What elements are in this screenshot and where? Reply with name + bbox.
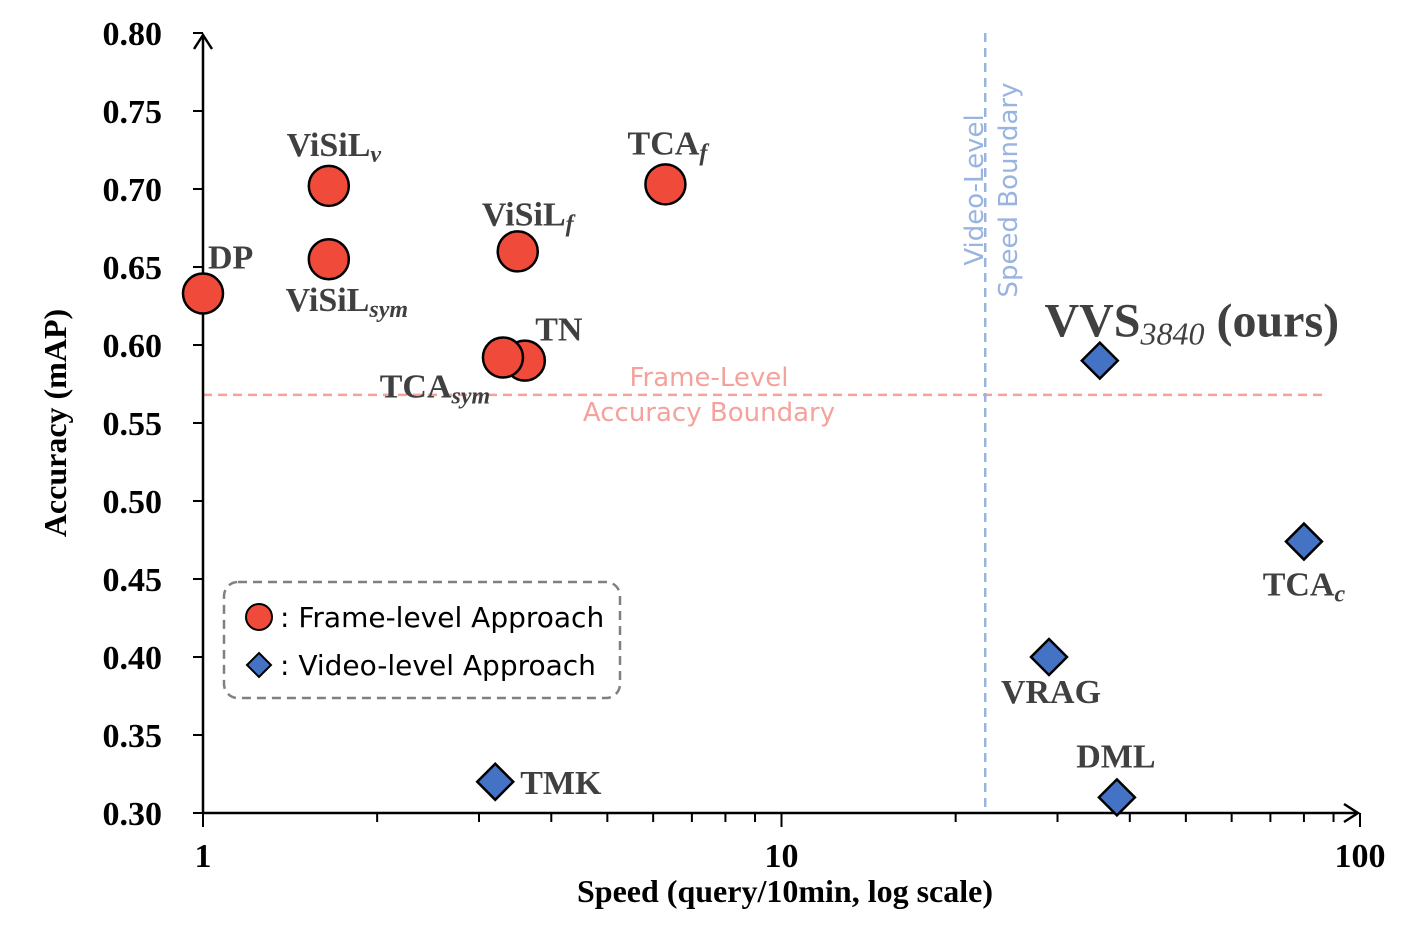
label-main-text: ViSiL [287, 127, 371, 164]
y-tick-label: 0.35 [103, 718, 163, 755]
label-tmk: TMK [520, 765, 602, 802]
y-tick-label: 0.60 [103, 328, 163, 365]
legend-box [222, 580, 622, 700]
label-subscript: 3840 [1139, 316, 1204, 352]
label-main-text: VRAG [1001, 674, 1101, 711]
x-axis-title: Speed (query/10min, log scale) [577, 873, 993, 909]
point-tca-c [1284, 521, 1324, 562]
label-subscript: sym [368, 297, 408, 323]
y-tick-label: 0.30 [103, 796, 163, 833]
legend: : Frame-level Approach : Video-level Appr… [222, 580, 622, 700]
label-main-text: DML [1076, 738, 1155, 775]
label-main-text: ViSiL [286, 282, 370, 319]
label-main-text: DP [208, 240, 253, 277]
point-tca-f [644, 163, 687, 206]
x-tick-label: 1 [195, 838, 212, 875]
point-dp [181, 272, 225, 315]
y-tick-label: 0.55 [103, 406, 163, 443]
x-axis-arrow [1343, 802, 1361, 824]
label-visil-f: ViSiLf [482, 196, 576, 237]
video-boundary-label-line-2: Speed Boundary [994, 83, 1024, 298]
legend-label: : Video-level Approach [280, 649, 596, 682]
label-subscript: f [566, 211, 576, 237]
legend-label: : Frame-level Approach [280, 601, 604, 634]
label-subscript: sym [451, 383, 491, 409]
label-dml: DML [1076, 738, 1155, 775]
x-tick-label: 100 [1335, 838, 1386, 875]
boundary-lines: Frame-Level Accuracy Boundary Video-Level S… [203, 33, 1325, 813]
video-boundary-label-line-1: Video-Level [960, 114, 990, 265]
label-subscript: f [699, 140, 709, 166]
label-vrag: VRAG [1001, 674, 1101, 711]
x-tick-label: 10 [765, 838, 799, 875]
y-tick-label: 0.70 [103, 172, 163, 209]
frame-boundary-label-line-2: Accuracy Boundary [583, 398, 835, 428]
label-visil-v: ViSiLv [287, 127, 382, 168]
point-visil-f [496, 230, 539, 273]
data-points [181, 163, 1324, 818]
label-tca-sym: TCAsym [380, 368, 490, 409]
point-visil-sym [307, 237, 351, 281]
label-main-text: VVS [1044, 295, 1140, 348]
point-vvs-3840 [1080, 340, 1120, 381]
point-dml [1097, 777, 1137, 818]
point-vrag [1029, 637, 1069, 677]
point-tmk [475, 762, 515, 802]
legend-diamond-icon [245, 651, 273, 679]
label-main-text: TCA [628, 125, 700, 162]
point-labels: DPViSiLvViSiLsymViSiLfTCAfTNTCAsymVVS384… [208, 125, 1346, 801]
y-tick-label: 0.80 [103, 16, 163, 53]
label-suffix: (ours) [1204, 295, 1339, 348]
label-main-text: TCA [1263, 567, 1335, 604]
label-main-text: TCA [380, 368, 452, 405]
y-axis-title: Accuracy (mAP) [37, 309, 73, 537]
y-tick-label: 0.75 [103, 94, 163, 131]
axes [192, 32, 1361, 824]
label-dp: DP [208, 240, 253, 277]
label-tca-f: TCAf [628, 125, 710, 166]
tick-labels: 0.30 0.35 0.40 0.45 0.50 0.55 0.60 0.65 0.70 0.75… [103, 16, 1386, 875]
label-visil-sym: ViSiLsym [286, 282, 408, 323]
y-tick-label: 0.65 [103, 250, 163, 287]
label-tn: TN [535, 312, 583, 349]
label-tca-c: TCAc [1263, 567, 1346, 608]
frame-boundary-label-line-1: Frame-Level [629, 363, 788, 393]
label-main-text: TMK [520, 765, 602, 802]
legend-circle-icon [245, 603, 273, 631]
y-tick-label: 0.45 [103, 562, 163, 599]
label-subscript: v [370, 142, 381, 168]
point-tca-sym [481, 336, 525, 379]
y-tick-label: 0.50 [103, 484, 163, 521]
label-vvs-3840: VVS3840 (ours) [1044, 295, 1339, 352]
label-main-text: ViSiL [482, 196, 566, 233]
y-axis-arrow [192, 32, 214, 50]
y-tick-label: 0.40 [103, 640, 163, 677]
label-subscript: c [1335, 582, 1346, 608]
tick-marks [193, 32, 1361, 827]
label-main-text: TN [535, 312, 583, 349]
point-visil-v [307, 164, 351, 208]
